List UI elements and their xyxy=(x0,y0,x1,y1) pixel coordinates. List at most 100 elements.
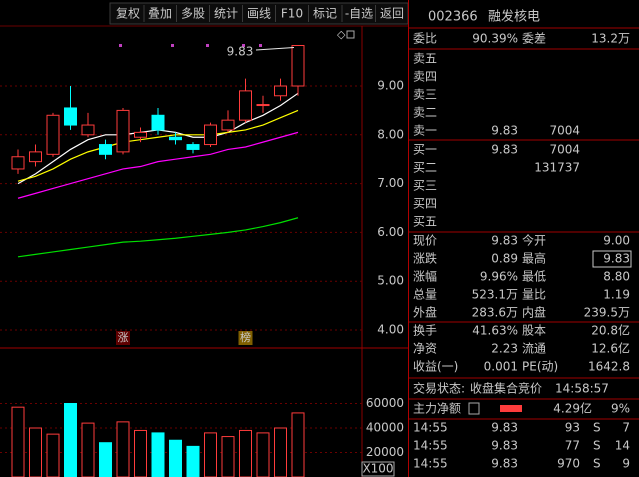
book-label: 买一 xyxy=(413,143,437,157)
candle-body xyxy=(169,136,182,141)
candle-body xyxy=(274,85,287,97)
toolbar-button[interactable]: 标记 xyxy=(313,7,337,21)
tag: 涨 xyxy=(118,331,129,344)
stat-label: 收益(一) xyxy=(413,360,458,374)
dot xyxy=(206,44,209,47)
tick-side: S xyxy=(593,439,601,453)
volume-bar xyxy=(116,421,130,477)
tick-side: S xyxy=(593,457,601,471)
y-tick-label: 5.00 xyxy=(377,274,404,288)
book-price: 9.83 xyxy=(491,124,518,138)
stat-label: 涨幅 xyxy=(413,269,437,284)
stat-value: 2.23 xyxy=(491,342,518,356)
volume-bar xyxy=(274,427,287,477)
tick-side: S xyxy=(593,421,601,435)
stat-value: 20.8亿 xyxy=(591,323,630,338)
y-tick-label: 6.00 xyxy=(377,225,404,239)
candle-body xyxy=(29,151,42,163)
flow-value: 4.29亿 xyxy=(553,401,592,416)
toolbar-button[interactable]: -自选 xyxy=(345,7,373,21)
label: 委比 xyxy=(413,32,437,46)
y-tick-label: 9.00 xyxy=(377,79,404,93)
ma-line xyxy=(17,109,299,182)
toolbar-button[interactable]: F10 xyxy=(281,7,303,21)
volume-bar xyxy=(134,429,147,477)
tick-volume: 93 xyxy=(565,421,580,435)
stat-value: 0.89 xyxy=(491,252,518,266)
y-tick-label: 8.00 xyxy=(377,127,404,141)
toolbar-button[interactable]: 多股 xyxy=(181,7,205,21)
icon xyxy=(468,402,480,415)
stat-value: 9.83 xyxy=(491,234,518,248)
stat-label: 涨跌 xyxy=(413,251,437,266)
stat-label: 内盘 xyxy=(522,305,546,320)
volume-bar xyxy=(256,432,270,477)
volume-bar xyxy=(11,406,25,477)
tick-price: 9.83 xyxy=(491,421,518,435)
book-label: 卖二 xyxy=(413,106,437,120)
flow-label: 主力净额 xyxy=(413,402,461,416)
value: 13.2万 xyxy=(591,32,630,46)
stat-value: 283.6万 xyxy=(472,306,518,320)
max-label: 9.83 xyxy=(227,45,254,59)
volume-bar xyxy=(99,442,112,477)
toolbar-button[interactable]: 返回 xyxy=(380,7,404,21)
status-time: 14:58:57 xyxy=(555,382,609,396)
toolbar-button[interactable]: 画线 xyxy=(247,7,271,21)
stat-value: 523.1万 xyxy=(472,288,518,302)
candle-body xyxy=(221,119,235,131)
dots xyxy=(119,44,262,47)
volume-bar xyxy=(81,422,95,477)
volume-bar xyxy=(239,429,252,477)
tag-box xyxy=(116,331,130,345)
volume-bar xyxy=(151,432,165,477)
stat-label: 今开 xyxy=(522,233,546,248)
flow-pct: 9% xyxy=(611,402,630,416)
status-value: 收盘集合竞价 xyxy=(470,381,542,396)
book-volume: 7004 xyxy=(549,124,580,138)
candle-body xyxy=(151,114,165,131)
toolbar-button[interactable]: 复权 xyxy=(116,7,140,21)
stat-label: 流通 xyxy=(522,342,546,356)
book-label: 卖四 xyxy=(413,70,437,84)
book-label: 卖三 xyxy=(413,88,437,102)
book-label: 买五 xyxy=(413,215,437,229)
tag-box xyxy=(238,331,253,345)
dot xyxy=(259,44,262,47)
volume-bar xyxy=(169,439,182,477)
volume-bar xyxy=(204,432,217,477)
book-volume: 131737 xyxy=(534,161,580,175)
toolbar-button[interactable]: 统计 xyxy=(214,7,238,21)
tick-count: 7 xyxy=(622,421,630,435)
tick-time: 14:55 xyxy=(413,421,448,435)
stat-value: 1.19 xyxy=(603,288,630,302)
stat-value: 9.83 xyxy=(603,252,630,266)
tick-time: 14:55 xyxy=(413,457,448,471)
volume-bar xyxy=(64,403,77,477)
unit-label: X100 xyxy=(362,462,393,476)
highlight-box xyxy=(592,250,632,268)
dot xyxy=(171,44,174,47)
stat-value: 9.00 xyxy=(603,234,630,248)
stat-value: 8.80 xyxy=(603,270,630,284)
stat-value: 41.63% xyxy=(472,324,518,338)
label: 委差 xyxy=(522,32,546,46)
tick-count: 14 xyxy=(615,439,630,453)
candle-body xyxy=(256,104,270,107)
dot xyxy=(119,44,122,47)
icon xyxy=(346,30,355,39)
tick-time: 14:55 xyxy=(413,439,448,453)
candle-body xyxy=(99,144,112,155)
volume-bar xyxy=(46,433,60,477)
candle-body xyxy=(46,114,60,155)
tick-count: 9 xyxy=(622,457,630,471)
arrow xyxy=(255,46,295,51)
candle-body xyxy=(291,44,305,87)
stat-value: 9.96% xyxy=(480,270,518,284)
stat-label: PE(动) xyxy=(522,360,558,374)
stat-label: 现价 xyxy=(413,234,437,248)
toolbar-button[interactable]: 叠加 xyxy=(148,7,172,21)
candle-body xyxy=(81,124,95,136)
